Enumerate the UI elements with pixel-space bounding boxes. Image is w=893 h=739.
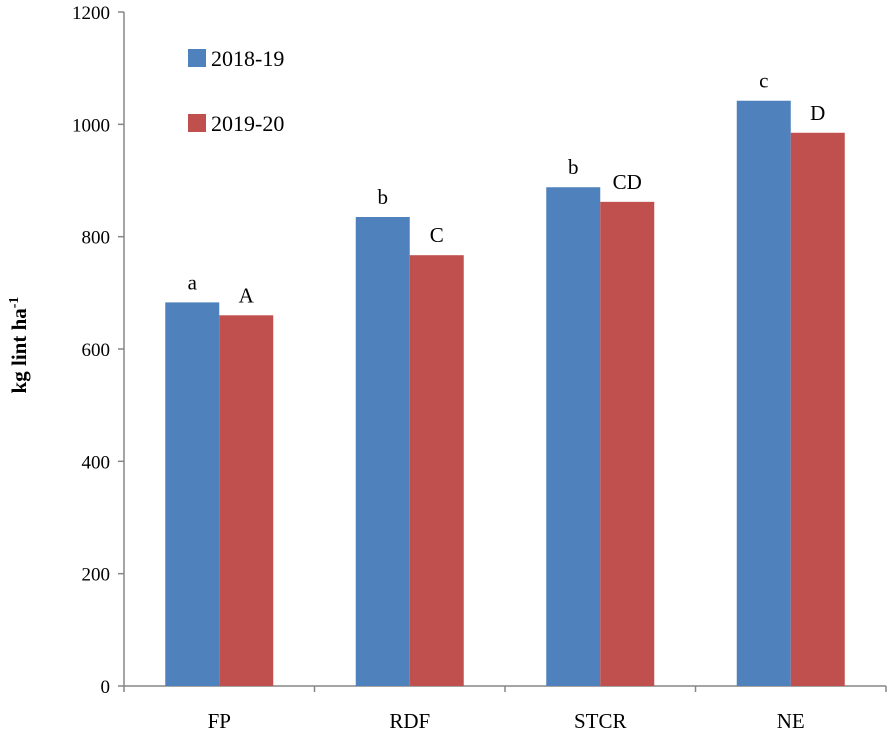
bar-2019-20-STCR bbox=[600, 201, 655, 687]
y-tick-label: 600 bbox=[82, 340, 111, 361]
bar-significance-label: a bbox=[188, 270, 198, 294]
bar-2018-19-STCR bbox=[546, 187, 601, 687]
x-tick-label: FP bbox=[208, 709, 231, 733]
legend-swatch bbox=[188, 49, 206, 67]
bar-significance-label: b bbox=[378, 185, 389, 209]
bar-2018-19-NE bbox=[736, 100, 791, 686]
bar-2019-20-RDF bbox=[409, 255, 464, 686]
bar-2018-19-RDF bbox=[355, 217, 410, 686]
bar-labels: a b b c A C CD D bbox=[188, 69, 826, 308]
y-tick-label: 800 bbox=[82, 228, 111, 249]
bar-2019-20-FP bbox=[219, 315, 274, 686]
legend-swatch bbox=[188, 114, 206, 132]
x-tick-label: RDF bbox=[389, 709, 430, 733]
bar-2018-19-FP bbox=[165, 302, 220, 686]
bar-significance-label: c bbox=[759, 69, 768, 93]
bar-significance-label: C bbox=[430, 223, 444, 247]
bar-significance-label: D bbox=[810, 101, 825, 125]
legend-label: 2018-19 bbox=[211, 46, 284, 71]
y-axis-label-superscript: -1 bbox=[7, 297, 22, 309]
bar-significance-label: CD bbox=[613, 170, 642, 194]
bar-significance-label: b bbox=[568, 155, 579, 179]
y-tick-label: 200 bbox=[82, 565, 111, 586]
y-tick-label: 0 bbox=[101, 677, 111, 698]
bar-significance-label: A bbox=[239, 283, 255, 307]
y-tick-label: 400 bbox=[82, 452, 111, 473]
y-axis-label-text: kg lint ha bbox=[7, 308, 31, 394]
y-tick-label: 1200 bbox=[72, 3, 110, 24]
x-tick-label: NE bbox=[777, 709, 805, 733]
bar-2019-20-NE bbox=[790, 132, 845, 687]
x-tick-label: STCR bbox=[574, 709, 627, 733]
y-ticks: 0 200 400 600 800 1000 1200 bbox=[72, 3, 124, 698]
bars bbox=[165, 100, 845, 687]
y-tick-label: 1000 bbox=[72, 115, 110, 136]
x-ticks: FP RDF STCR NE bbox=[123, 686, 887, 733]
legend-label: 2019-20 bbox=[211, 111, 284, 136]
legend: 2018-19 2019-20 bbox=[188, 46, 284, 136]
y-axis-label: kg lint ha-1 bbox=[7, 297, 31, 394]
